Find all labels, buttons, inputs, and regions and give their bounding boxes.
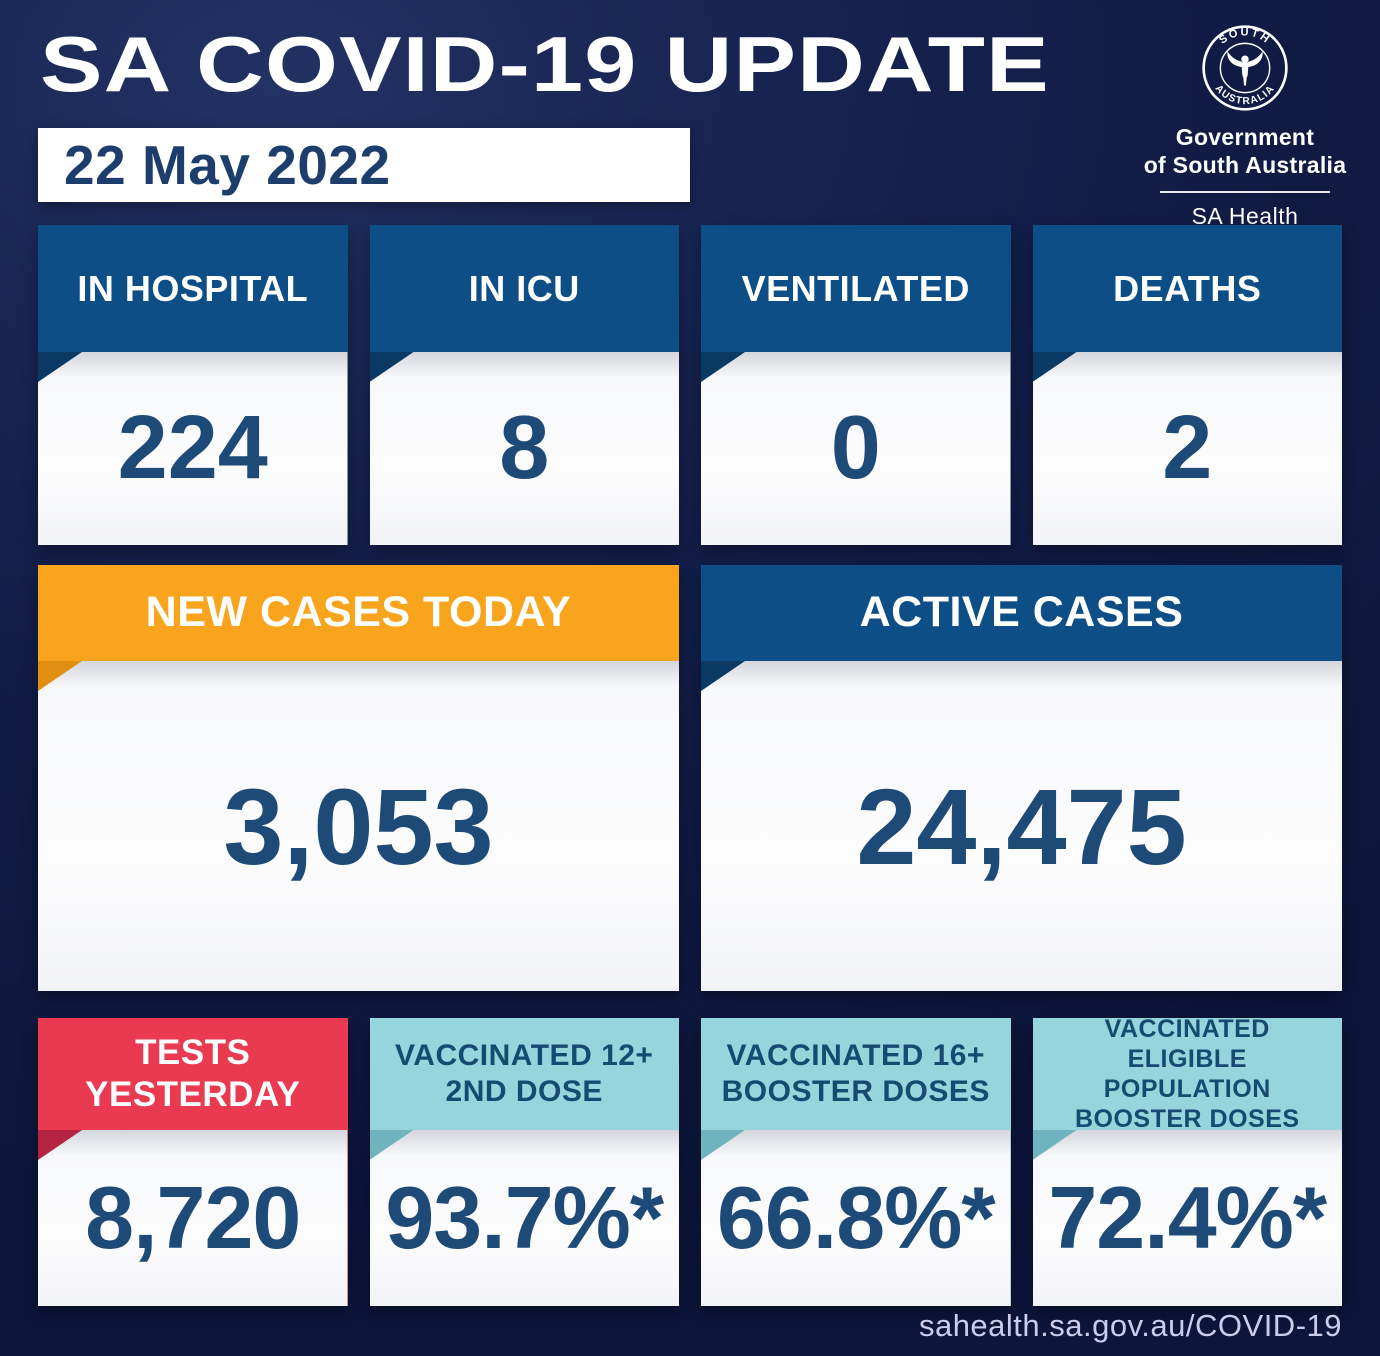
card-header: IN HOSPITAL	[38, 225, 348, 352]
card-value: 93.7%*	[385, 1168, 664, 1267]
stat-value: 2	[1162, 398, 1213, 498]
card-label-line2: YESTERDAY	[85, 1075, 301, 1114]
card-vaccinated-eligible-population-booster: VACCINATED ELIGIBLE POPULATION BOOSTER D…	[1032, 1015, 1342, 1306]
page-title: SA COVID-19 UPDATE	[40, 20, 1050, 108]
card-body: 24,475	[701, 661, 1342, 991]
gov-wordmark: Government of South Australia	[1144, 124, 1347, 179]
gov-wordmark-line2: of South Australia	[1143, 151, 1347, 178]
card-label-line2: ELIGIBLE POPULATION	[1103, 1045, 1271, 1103]
gov-wordmark-line1: Government	[1175, 124, 1315, 150]
stat-label: IN ICU	[468, 267, 580, 309]
case-value: 24,475	[856, 765, 1187, 887]
card-header: ACTIVE CASES	[701, 565, 1342, 661]
stat-label: IN HOSPITAL	[77, 267, 309, 309]
card-fold: 93.7%*	[369, 1130, 679, 1306]
stat-value: 8	[499, 398, 550, 498]
date-text: 22 May 2022	[64, 134, 391, 196]
sa-government-logo: SOUTH AUSTRALIA Government of South Aust…	[1140, 24, 1350, 230]
case-label: ACTIVE CASES	[859, 588, 1184, 637]
card-header: IN ICU	[369, 225, 679, 352]
stat-card-deaths: DEATHS 2	[1032, 225, 1342, 545]
card-value: 66.8%*	[716, 1168, 996, 1267]
card-label-line1: VACCINATED	[1104, 1015, 1270, 1043]
card-value: 72.4%*	[1048, 1168, 1327, 1267]
card-label: VACCINATED ELIGIBLE POPULATION BOOSTER D…	[1043, 1014, 1333, 1134]
card-header: VACCINATED 12+ 2ND DOSE	[369, 1018, 679, 1130]
logo-divider	[1160, 191, 1330, 194]
footer-url: sahealth.sa.gov.au/COVID-19	[918, 1308, 1342, 1343]
card-label-line1: VACCINATED 16+	[726, 1039, 985, 1072]
stat-card-in-icu: IN ICU 8	[369, 225, 679, 545]
card-vaccinated-12plus-2nd-dose: VACCINATED 12+ 2ND DOSE 93.7%*	[369, 1018, 679, 1306]
stat-card-in-hospital: IN HOSPITAL 224	[38, 225, 348, 545]
card-body: 2	[1032, 352, 1342, 545]
stat-value: 0	[830, 398, 881, 498]
card-fold: 0	[701, 352, 1011, 545]
card-fold: 8,720	[38, 1130, 348, 1306]
case-label: NEW CASES TODAY	[145, 588, 572, 637]
card-fold: 66.8%*	[701, 1130, 1011, 1306]
card-label-line2: BOOSTER DOSES	[721, 1075, 990, 1108]
card-active-cases: ACTIVE CASES 24,475	[701, 565, 1342, 991]
card-body: 0	[701, 352, 1011, 545]
south-australia-seal-icon: SOUTH AUSTRALIA	[1202, 25, 1288, 111]
sa-health-wordmark: SA Health	[1191, 203, 1299, 230]
card-body: 8	[369, 352, 679, 545]
card-vaccinated-16plus-booster: VACCINATED 16+ BOOSTER DOSES 66.8%*	[701, 1018, 1011, 1306]
card-fold: 224	[38, 352, 348, 545]
card-body: 3,053	[38, 661, 679, 991]
card-body: 93.7%*	[369, 1130, 679, 1306]
card-label-line1: TESTS	[135, 1033, 251, 1072]
date-banner: 22 May 2022	[38, 128, 690, 202]
card-fold: 24,475	[701, 661, 1342, 991]
stat-value: 224	[117, 398, 268, 498]
piping-shrike-bird-icon	[1227, 51, 1263, 86]
card-fold: 8	[369, 352, 679, 545]
stat-card-ventilated: VENTILATED 0	[701, 225, 1011, 545]
card-header: NEW CASES TODAY	[38, 565, 679, 661]
card-body: 66.8%*	[701, 1130, 1011, 1306]
card-body: 72.4%*	[1032, 1130, 1342, 1306]
card-header: VACCINATED ELIGIBLE POPULATION BOOSTER D…	[1032, 1015, 1342, 1133]
tests-vaccination-row: TESTS YESTERDAY 8,720 VACCINATED 12+ 2ND…	[38, 1015, 1342, 1306]
card-body: 8,720	[38, 1130, 348, 1306]
card-label: VACCINATED 16+ BOOSTER DOSES	[722, 1038, 990, 1110]
card-body: 224	[38, 352, 348, 545]
card-label-line2: 2ND DOSE	[445, 1075, 603, 1108]
card-label-line3: BOOSTER DOSES	[1074, 1105, 1300, 1133]
card-header: VENTILATED	[701, 225, 1011, 352]
card-header: DEATHS	[1032, 225, 1342, 352]
card-header: TESTS YESTERDAY	[38, 1018, 348, 1130]
card-label: TESTS YESTERDAY	[85, 1032, 300, 1116]
card-label: VACCINATED 12+ 2ND DOSE	[395, 1038, 653, 1110]
case-value: 3,053	[223, 765, 494, 887]
stat-label: DEATHS	[1113, 267, 1262, 309]
card-header: VACCINATED 16+ BOOSTER DOSES	[701, 1018, 1011, 1130]
cases-row: NEW CASES TODAY 3,053 ACTIVE CASES 24,47…	[38, 565, 1342, 991]
card-fold: 3,053	[38, 661, 679, 991]
stats-row: IN HOSPITAL 224 IN ICU 8 VENTILATED	[38, 225, 1342, 545]
card-new-cases-today: NEW CASES TODAY 3,053	[38, 565, 679, 991]
card-fold: 72.4%*	[1032, 1130, 1342, 1306]
card-fold: 2	[1032, 352, 1342, 545]
stat-label: VENTILATED	[741, 267, 970, 309]
card-label-line1: VACCINATED 12+	[395, 1039, 654, 1072]
card-value: 8,720	[85, 1168, 301, 1267]
card-tests-yesterday: TESTS YESTERDAY 8,720	[38, 1018, 348, 1306]
